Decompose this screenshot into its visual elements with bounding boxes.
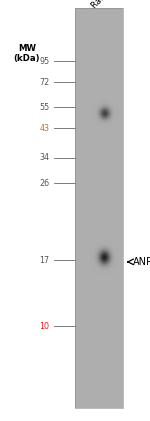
Text: 26: 26	[39, 179, 50, 188]
Text: 10: 10	[39, 322, 50, 331]
Text: 17: 17	[39, 256, 50, 265]
Text: 55: 55	[39, 103, 50, 112]
Text: 95: 95	[39, 56, 50, 66]
Text: 34: 34	[39, 153, 50, 163]
Text: Rat heart: Rat heart	[90, 0, 123, 11]
Text: ANP: ANP	[133, 257, 150, 267]
Bar	[75, 8, 123, 408]
Text: 43: 43	[39, 124, 50, 133]
Text: 72: 72	[39, 77, 50, 87]
Text: MW
(kDa): MW (kDa)	[14, 44, 40, 63]
